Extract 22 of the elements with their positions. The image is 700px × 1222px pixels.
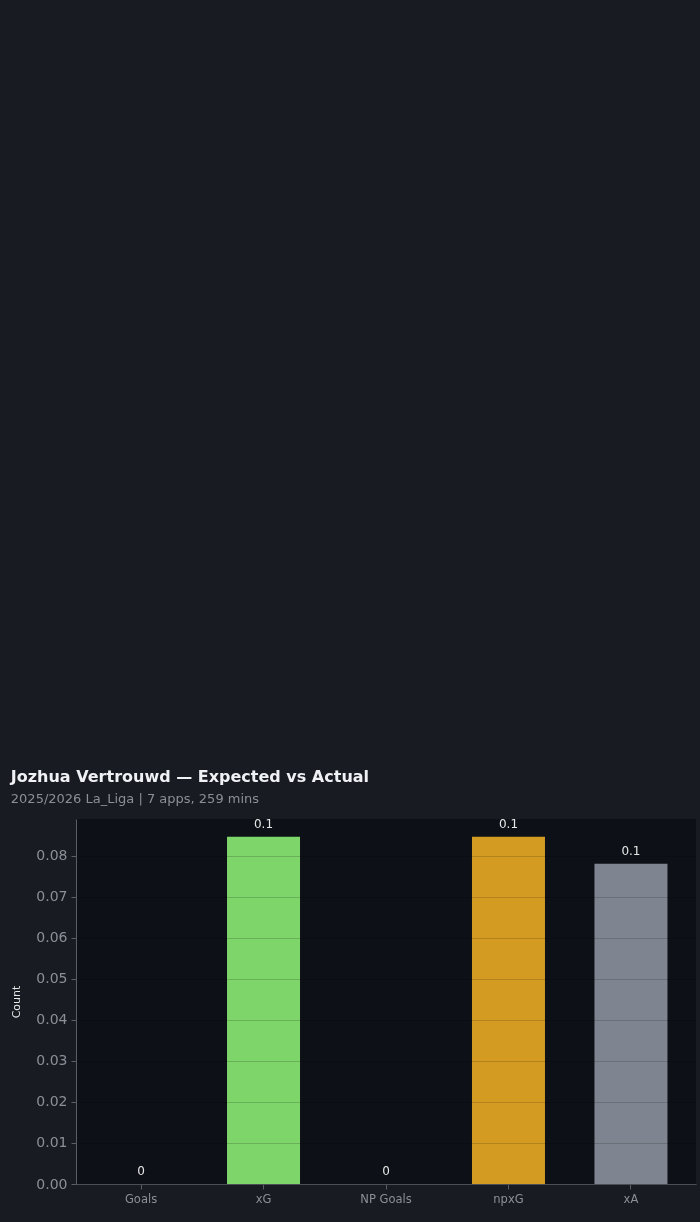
data-label: 0 bbox=[137, 1164, 145, 1178]
x-tick-label: Goals bbox=[124, 1191, 158, 1206]
data-label: 0.1 bbox=[498, 816, 519, 831]
y-tick-label: 0.08 bbox=[36, 847, 68, 864]
y-tick-label: 0.06 bbox=[36, 929, 68, 946]
x-tick-label: npxG bbox=[493, 1191, 524, 1206]
y-tick-label: 0.03 bbox=[36, 1052, 68, 1069]
y-tick-label: 0.04 bbox=[36, 1011, 68, 1028]
chart-title: Jozhua Vertrouwd — Expected vs Actual bbox=[9, 766, 370, 786]
y-axis-title: Count bbox=[10, 984, 24, 1019]
y-tick-label: 0.07 bbox=[36, 888, 68, 905]
y-tick-label: 0.00 bbox=[36, 1175, 68, 1192]
chart-subtitle: 2025/2026 La_Liga | 7 apps, 259 mins bbox=[10, 790, 260, 806]
y-tick-label: 0.01 bbox=[36, 1134, 68, 1151]
y-tick-label: 0.02 bbox=[36, 1093, 68, 1110]
data-label: 0.1 bbox=[253, 816, 274, 831]
x-tick-label: xG bbox=[255, 1191, 272, 1206]
y-tick-label: 0.05 bbox=[36, 970, 68, 987]
data-label: 0.1 bbox=[621, 843, 641, 858]
x-tick-label: xA bbox=[623, 1191, 639, 1206]
data-label: 0 bbox=[382, 1164, 390, 1178]
x-tick-label: NP Goals bbox=[360, 1191, 412, 1206]
